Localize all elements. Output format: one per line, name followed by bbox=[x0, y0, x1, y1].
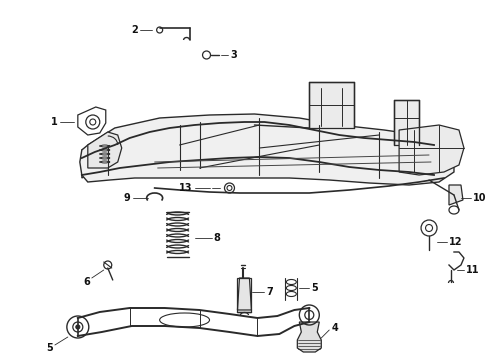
Polygon shape bbox=[297, 322, 321, 352]
Polygon shape bbox=[399, 125, 464, 175]
Text: 5: 5 bbox=[46, 343, 53, 353]
Text: 13: 13 bbox=[179, 183, 193, 193]
Text: 6: 6 bbox=[83, 277, 90, 287]
Polygon shape bbox=[309, 82, 354, 128]
Polygon shape bbox=[88, 132, 122, 168]
Polygon shape bbox=[80, 114, 454, 185]
Text: 11: 11 bbox=[466, 265, 479, 275]
Text: 2: 2 bbox=[131, 25, 138, 35]
Polygon shape bbox=[82, 143, 95, 178]
Circle shape bbox=[76, 325, 80, 329]
Text: 10: 10 bbox=[473, 193, 487, 203]
Text: 1: 1 bbox=[51, 117, 58, 127]
Polygon shape bbox=[449, 185, 463, 205]
Text: 3: 3 bbox=[230, 50, 237, 60]
Text: 9: 9 bbox=[124, 193, 131, 203]
Text: 7: 7 bbox=[267, 287, 273, 297]
Text: 12: 12 bbox=[449, 237, 463, 247]
Text: 8: 8 bbox=[214, 233, 220, 243]
Text: 4: 4 bbox=[331, 323, 338, 333]
Polygon shape bbox=[394, 100, 419, 145]
Polygon shape bbox=[238, 278, 251, 310]
Text: 5: 5 bbox=[311, 283, 318, 293]
